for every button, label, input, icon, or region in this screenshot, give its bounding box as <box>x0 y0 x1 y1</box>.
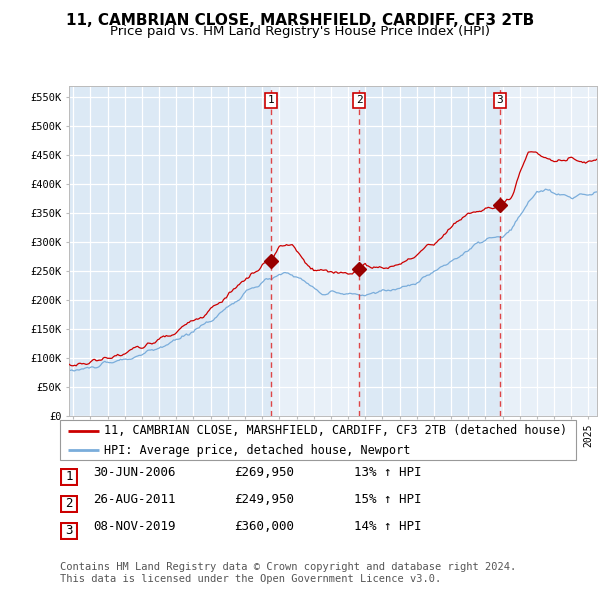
Text: 2: 2 <box>65 497 73 510</box>
Text: £269,950: £269,950 <box>234 466 294 479</box>
Text: 11, CAMBRIAN CLOSE, MARSHFIELD, CARDIFF, CF3 2TB (detached house): 11, CAMBRIAN CLOSE, MARSHFIELD, CARDIFF,… <box>104 424 567 437</box>
Text: 26-AUG-2011: 26-AUG-2011 <box>93 493 176 506</box>
Text: 30-JUN-2006: 30-JUN-2006 <box>93 466 176 479</box>
Text: 3: 3 <box>65 525 73 537</box>
Bar <box>500 86 597 416</box>
Text: Contains HM Land Registry data © Crown copyright and database right 2024.
This d: Contains HM Land Registry data © Crown c… <box>60 562 516 584</box>
Text: 3: 3 <box>497 96 503 106</box>
Text: 11, CAMBRIAN CLOSE, MARSHFIELD, CARDIFF, CF3 2TB: 11, CAMBRIAN CLOSE, MARSHFIELD, CARDIFF,… <box>66 13 534 28</box>
Text: 14% ↑ HPI: 14% ↑ HPI <box>354 520 421 533</box>
Text: 1: 1 <box>268 96 274 106</box>
Text: HPI: Average price, detached house, Newport: HPI: Average price, detached house, Newp… <box>104 444 410 457</box>
FancyBboxPatch shape <box>60 420 576 460</box>
Text: Price paid vs. HM Land Registry's House Price Index (HPI): Price paid vs. HM Land Registry's House … <box>110 25 490 38</box>
Text: £249,950: £249,950 <box>234 493 294 506</box>
Text: 08-NOV-2019: 08-NOV-2019 <box>93 520 176 533</box>
Bar <box>271 86 359 416</box>
Text: £360,000: £360,000 <box>234 520 294 533</box>
Text: 2: 2 <box>356 96 362 106</box>
Text: 1: 1 <box>65 470 73 483</box>
Text: 13% ↑ HPI: 13% ↑ HPI <box>354 466 421 479</box>
Text: 15% ↑ HPI: 15% ↑ HPI <box>354 493 421 506</box>
